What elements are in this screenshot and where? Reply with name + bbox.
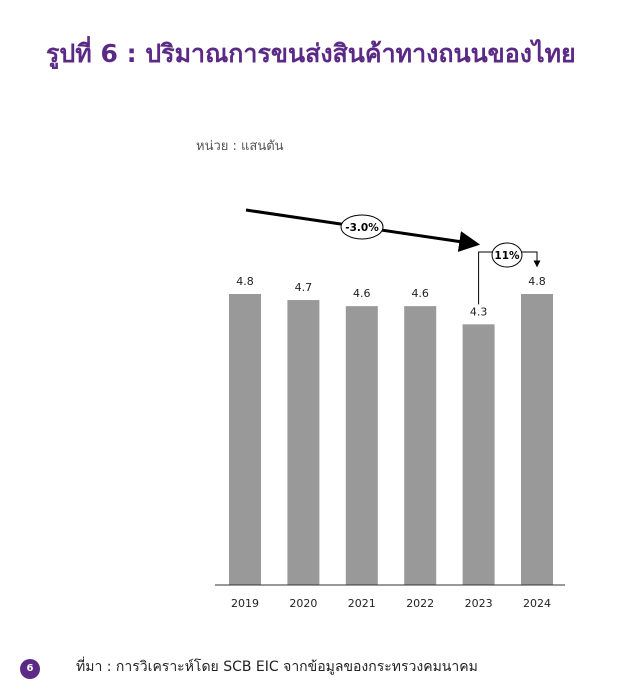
- x-tick-label-2019: 2019: [231, 597, 259, 610]
- x-tick-label-2022: 2022: [406, 597, 434, 610]
- data-label-2024: 4.8: [528, 275, 546, 288]
- bar-chart: 4.8 2019 4.7 2020 4.6 2021 4.6 2022 4.3 2023 4.8 20…: [215, 208, 565, 610]
- x-tick-label-2024: 2024: [523, 597, 551, 610]
- data-label-2023: 4.3: [470, 305, 488, 318]
- trend-label-bubble: [340, 214, 384, 240]
- bar-2021: [345, 306, 378, 585]
- trend-label: -3.0%: [345, 222, 379, 234]
- bar-2024: [521, 294, 553, 585]
- x-tick-label-2021: 2021: [348, 597, 376, 610]
- page-number-badge: 6: [20, 659, 40, 679]
- bar-2023: [462, 324, 495, 585]
- data-label-2019: 4.8: [236, 275, 254, 288]
- page-title: รูปที่ 6 : ปริมาณการขนส่งสินค้าทางถนนของ…: [46, 39, 576, 68]
- change-label-bubble: [491, 242, 523, 268]
- change-label: 11%: [494, 250, 520, 262]
- data-label-2020: 4.7: [295, 281, 313, 294]
- data-label-2021: 4.6: [353, 287, 371, 300]
- bar-2019: [229, 294, 261, 585]
- data-label-2022: 4.6: [411, 287, 429, 300]
- x-tick-label-2020: 2020: [289, 597, 317, 610]
- bar-2022: [404, 306, 437, 585]
- unit-label: หน่วย : แสนตัน: [196, 139, 284, 154]
- bar-2020: [287, 300, 320, 585]
- source-note: ที่มา : การวิเคราะห์โดย SCB EIC จากข้อมู…: [76, 659, 478, 675]
- x-tick-label-2023: 2023: [465, 597, 493, 610]
